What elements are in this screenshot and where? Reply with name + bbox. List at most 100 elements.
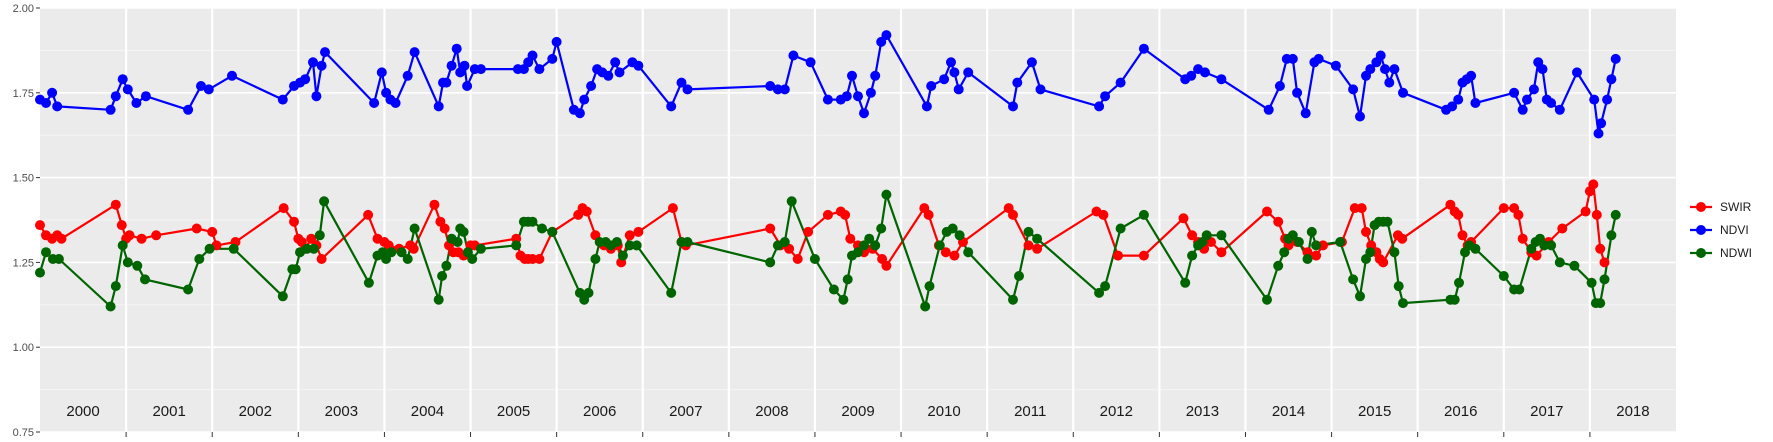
data-point-ndvi [1537, 64, 1548, 75]
data-point-ndwi [547, 226, 558, 237]
data-point-swir [1178, 213, 1189, 224]
data-point-swir [1023, 240, 1034, 251]
data-point-ndvi [409, 47, 420, 58]
data-point-ndwi [947, 223, 958, 234]
data-point-ndwi [838, 294, 849, 305]
data-point-ndwi [511, 240, 522, 251]
data-point-ndwi [194, 254, 205, 264]
data-point-ndvi [311, 91, 322, 102]
data-point-ndvi [41, 98, 51, 108]
data-point-ndvi [876, 36, 887, 47]
data-point-ndwi [132, 260, 143, 271]
data-point-ndvi [1398, 87, 1408, 98]
data-point-ndwi [590, 254, 601, 264]
data-point-swir [1513, 209, 1524, 220]
data-point-swir [278, 203, 289, 214]
year-label: 2000 [66, 403, 99, 420]
y-tick-label: 0.75 [13, 427, 34, 439]
data-point-ndwi [934, 240, 945, 251]
data-point-ndwi [1302, 254, 1313, 264]
data-point-ndvi [1100, 91, 1111, 102]
data-point-ndwi [1389, 247, 1400, 258]
data-point-ndvi [1509, 87, 1520, 98]
data-point-ndvi [1602, 94, 1613, 105]
data-point-ndwi [1610, 209, 1621, 220]
data-point-ndwi [870, 240, 881, 251]
data-point-swir [1557, 223, 1568, 234]
data-point-ndvi [1528, 84, 1539, 95]
year-label: 2018 [1616, 403, 1649, 420]
data-point-ndvi [1389, 64, 1400, 75]
data-point-ndvi [316, 60, 327, 71]
data-point-ndvi [1012, 77, 1023, 88]
data-point-ndvi [779, 84, 790, 95]
data-point-ndvi [1589, 94, 1600, 105]
data-point-ndwi [1382, 216, 1393, 227]
data-point-swir [1262, 206, 1272, 217]
data-point-ndvi [1610, 53, 1621, 64]
y-axis: 0.75 1.00 1.25 1.50 1.75 2.00 [13, 3, 40, 439]
data-point-ndwi [183, 284, 194, 295]
data-point-ndwi [1311, 240, 1322, 251]
data-point-ndvi [1554, 104, 1565, 115]
year-label: 2009 [841, 403, 874, 420]
data-point-ndvi [376, 67, 387, 78]
data-point-ndvi [1186, 70, 1197, 81]
data-point-ndvi [402, 70, 413, 81]
data-point-ndwi [53, 254, 64, 264]
data-point-ndvi [633, 60, 644, 71]
data-point-swir [1273, 216, 1284, 227]
data-point-ndvi [1466, 70, 1477, 81]
data-point-ndvi [603, 70, 614, 81]
data-point-ndwi [1554, 257, 1565, 268]
year-label: 2007 [669, 403, 702, 420]
data-point-ndwi [1449, 294, 1460, 305]
data-point-ndvi [1384, 77, 1395, 88]
data-point-ndvi [446, 60, 457, 71]
data-point-ndwi [301, 243, 312, 254]
data-point-ndvi [822, 94, 833, 105]
data-point-ndwi [1470, 243, 1481, 254]
data-point-ndwi [583, 287, 594, 298]
data-point-ndwi [277, 291, 288, 302]
year-label: 2001 [152, 403, 185, 420]
data-point-ndwi [1273, 260, 1284, 271]
data-point-ndwi [204, 243, 215, 254]
y-tick-label: 1.25 [13, 257, 34, 269]
data-point-swir [439, 223, 450, 234]
data-point-swir [1457, 230, 1468, 241]
data-point-ndwi [611, 237, 622, 247]
data-point-swir [633, 226, 644, 237]
data-point-ndvi [390, 98, 401, 108]
data-point-ndwi [1595, 298, 1606, 309]
data-point-swir [1349, 203, 1360, 214]
data-point-ndwi [1348, 274, 1359, 285]
data-point-swir [624, 230, 635, 241]
data-point-ndvi [772, 84, 783, 95]
data-point-ndwi [765, 257, 776, 268]
data-point-swir [110, 199, 121, 210]
data-point-swir [363, 209, 374, 220]
data-point-ndwi [1498, 271, 1509, 281]
data-point-swir [840, 209, 851, 220]
data-point-ndvi [963, 67, 974, 78]
data-point-ndwi [441, 260, 452, 271]
data-point-ndvi [227, 70, 237, 81]
data-point-ndvi [451, 43, 462, 54]
data-point-ndwi [631, 240, 642, 251]
data-point-ndwi [1606, 230, 1617, 241]
data-point-swir [207, 226, 218, 237]
data-point-swir [1356, 203, 1367, 214]
y-tick-label: 2.00 [13, 3, 34, 15]
data-point-swir [1378, 257, 1389, 268]
data-point-ndwi [1032, 233, 1043, 244]
data-point-ndwi [963, 247, 974, 258]
data-point-swir [1531, 250, 1542, 261]
data-point-ndvi [459, 60, 470, 71]
data-point-ndvi [841, 91, 852, 102]
data-point-ndwi [314, 230, 325, 241]
data-point-ndvi [921, 101, 932, 112]
data-point-ndvi [110, 91, 121, 102]
data-point-ndwi [1187, 250, 1198, 261]
data-point-ndvi [765, 81, 776, 91]
